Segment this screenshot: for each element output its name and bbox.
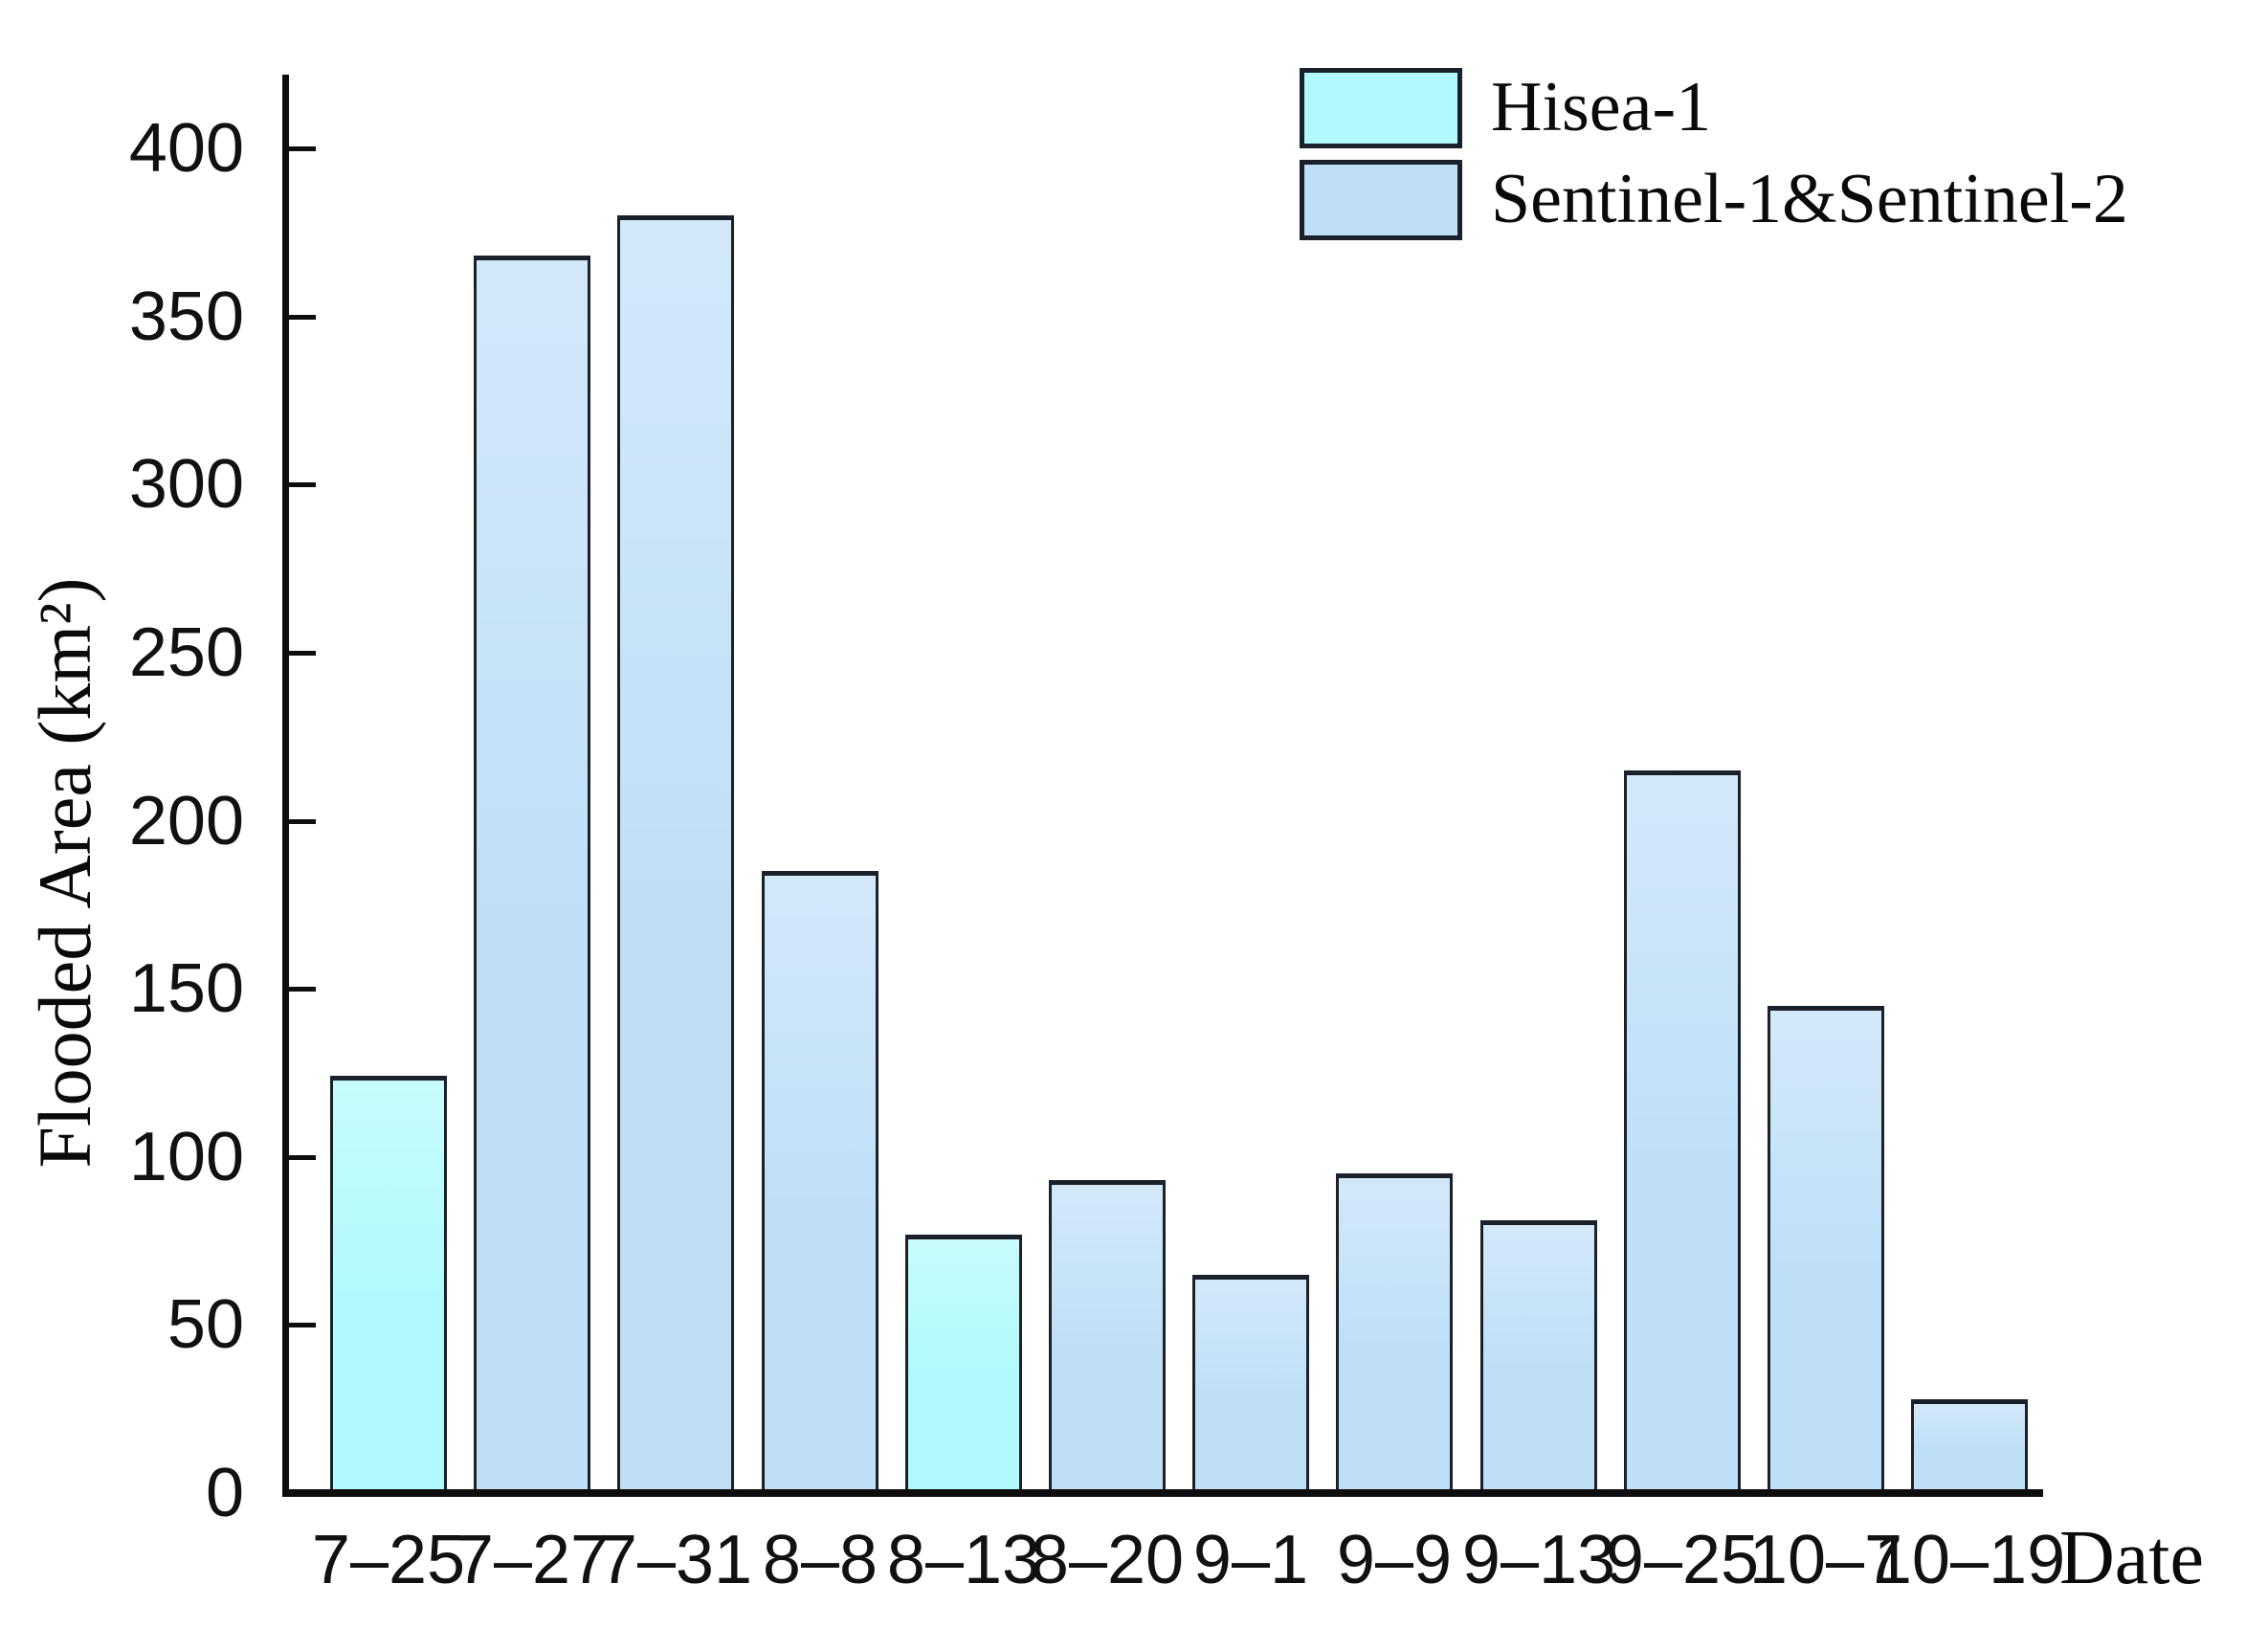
y-tick-label-250: 250 [128, 613, 244, 691]
legend-item-hisea-1: Hisea-1 [1300, 67, 1711, 148]
y-tick-250 [289, 650, 316, 656]
bar-7–27-Sentinel-1&Sentinel-2 [474, 256, 590, 1493]
y-tick-50 [289, 1323, 316, 1328]
x-tick-label-8–8: 8–8 [762, 1522, 878, 1598]
bar-8–8-Sentinel-1&Sentinel-2 [762, 871, 878, 1493]
bar-9–25-Sentinel-1&Sentinel-2 [1624, 770, 1741, 1493]
y-tick-label-50: 50 [167, 1286, 244, 1364]
y-tick-150 [289, 987, 316, 992]
x-tick-label-8–13: 8–13 [886, 1522, 1041, 1598]
bar-10–7-Sentinel-1&Sentinel-2 [1768, 1006, 1884, 1493]
legend-swatch-sentinel [1300, 159, 1462, 240]
y-tick-label-0: 0 [205, 1455, 244, 1531]
y-tick-100 [289, 1154, 316, 1160]
x-tick-label-9–1: 9–1 [1192, 1522, 1309, 1598]
x-tick-label-9–25: 9–25 [1605, 1522, 1760, 1598]
x-tick-label-7–27: 7–27 [455, 1522, 610, 1598]
x-tick-label-7–31: 7–31 [598, 1522, 753, 1598]
bar-8–13-Hisea-1 [905, 1235, 1022, 1493]
y-axis-line [282, 75, 289, 1497]
y-tick-label-200: 200 [128, 782, 244, 859]
y-tick-350 [289, 314, 316, 320]
bar-8–20-Sentinel-1&Sentinel-2 [1049, 1180, 1166, 1493]
y-tick-label-400: 400 [128, 110, 244, 187]
bar-9–13-Sentinel-1&Sentinel-2 [1480, 1220, 1597, 1493]
bar-9–9-Sentinel-1&Sentinel-2 [1336, 1173, 1453, 1493]
y-tick-label-350: 350 [128, 278, 244, 355]
y-tick-label-150: 150 [128, 950, 244, 1028]
x-tick-label-9–9: 9–9 [1336, 1522, 1453, 1598]
y-tick-200 [289, 818, 316, 824]
bar-7–31-Sentinel-1&Sentinel-2 [617, 215, 734, 1493]
bar-9–1-Sentinel-1&Sentinel-2 [1192, 1275, 1309, 1493]
y-tick-300 [289, 482, 316, 488]
x-tick-label-10–19: 10–19 [1873, 1522, 2066, 1598]
x-axis-line [282, 1489, 2043, 1497]
bar-10–19-Sentinel-1&Sentinel-2 [1911, 1399, 2028, 1493]
y-tick-400 [289, 146, 316, 151]
y-tick-label-100: 100 [128, 1118, 244, 1195]
x-tick-label-7–25: 7–25 [311, 1522, 466, 1598]
x-tick-label-8–20: 8–20 [1030, 1522, 1185, 1598]
legend-item-sentinel: Sentinel-1&Sentinel-2 [1300, 159, 2128, 240]
x-tick-label-9–13: 9–13 [1461, 1522, 1616, 1598]
bar-7–25-Hisea-1 [330, 1076, 447, 1493]
x-tick-label-10–7: 10–7 [1748, 1522, 1903, 1598]
y-tick-label-300: 300 [128, 446, 244, 524]
x-axis-title: Date [2059, 1516, 2205, 1600]
legend-swatch-hisea-1 [1300, 67, 1462, 148]
legend-label-hisea-1: Hisea-1 [1491, 68, 1712, 146]
legend-label-sentinel: Sentinel-1&Sentinel-2 [1491, 160, 2128, 238]
